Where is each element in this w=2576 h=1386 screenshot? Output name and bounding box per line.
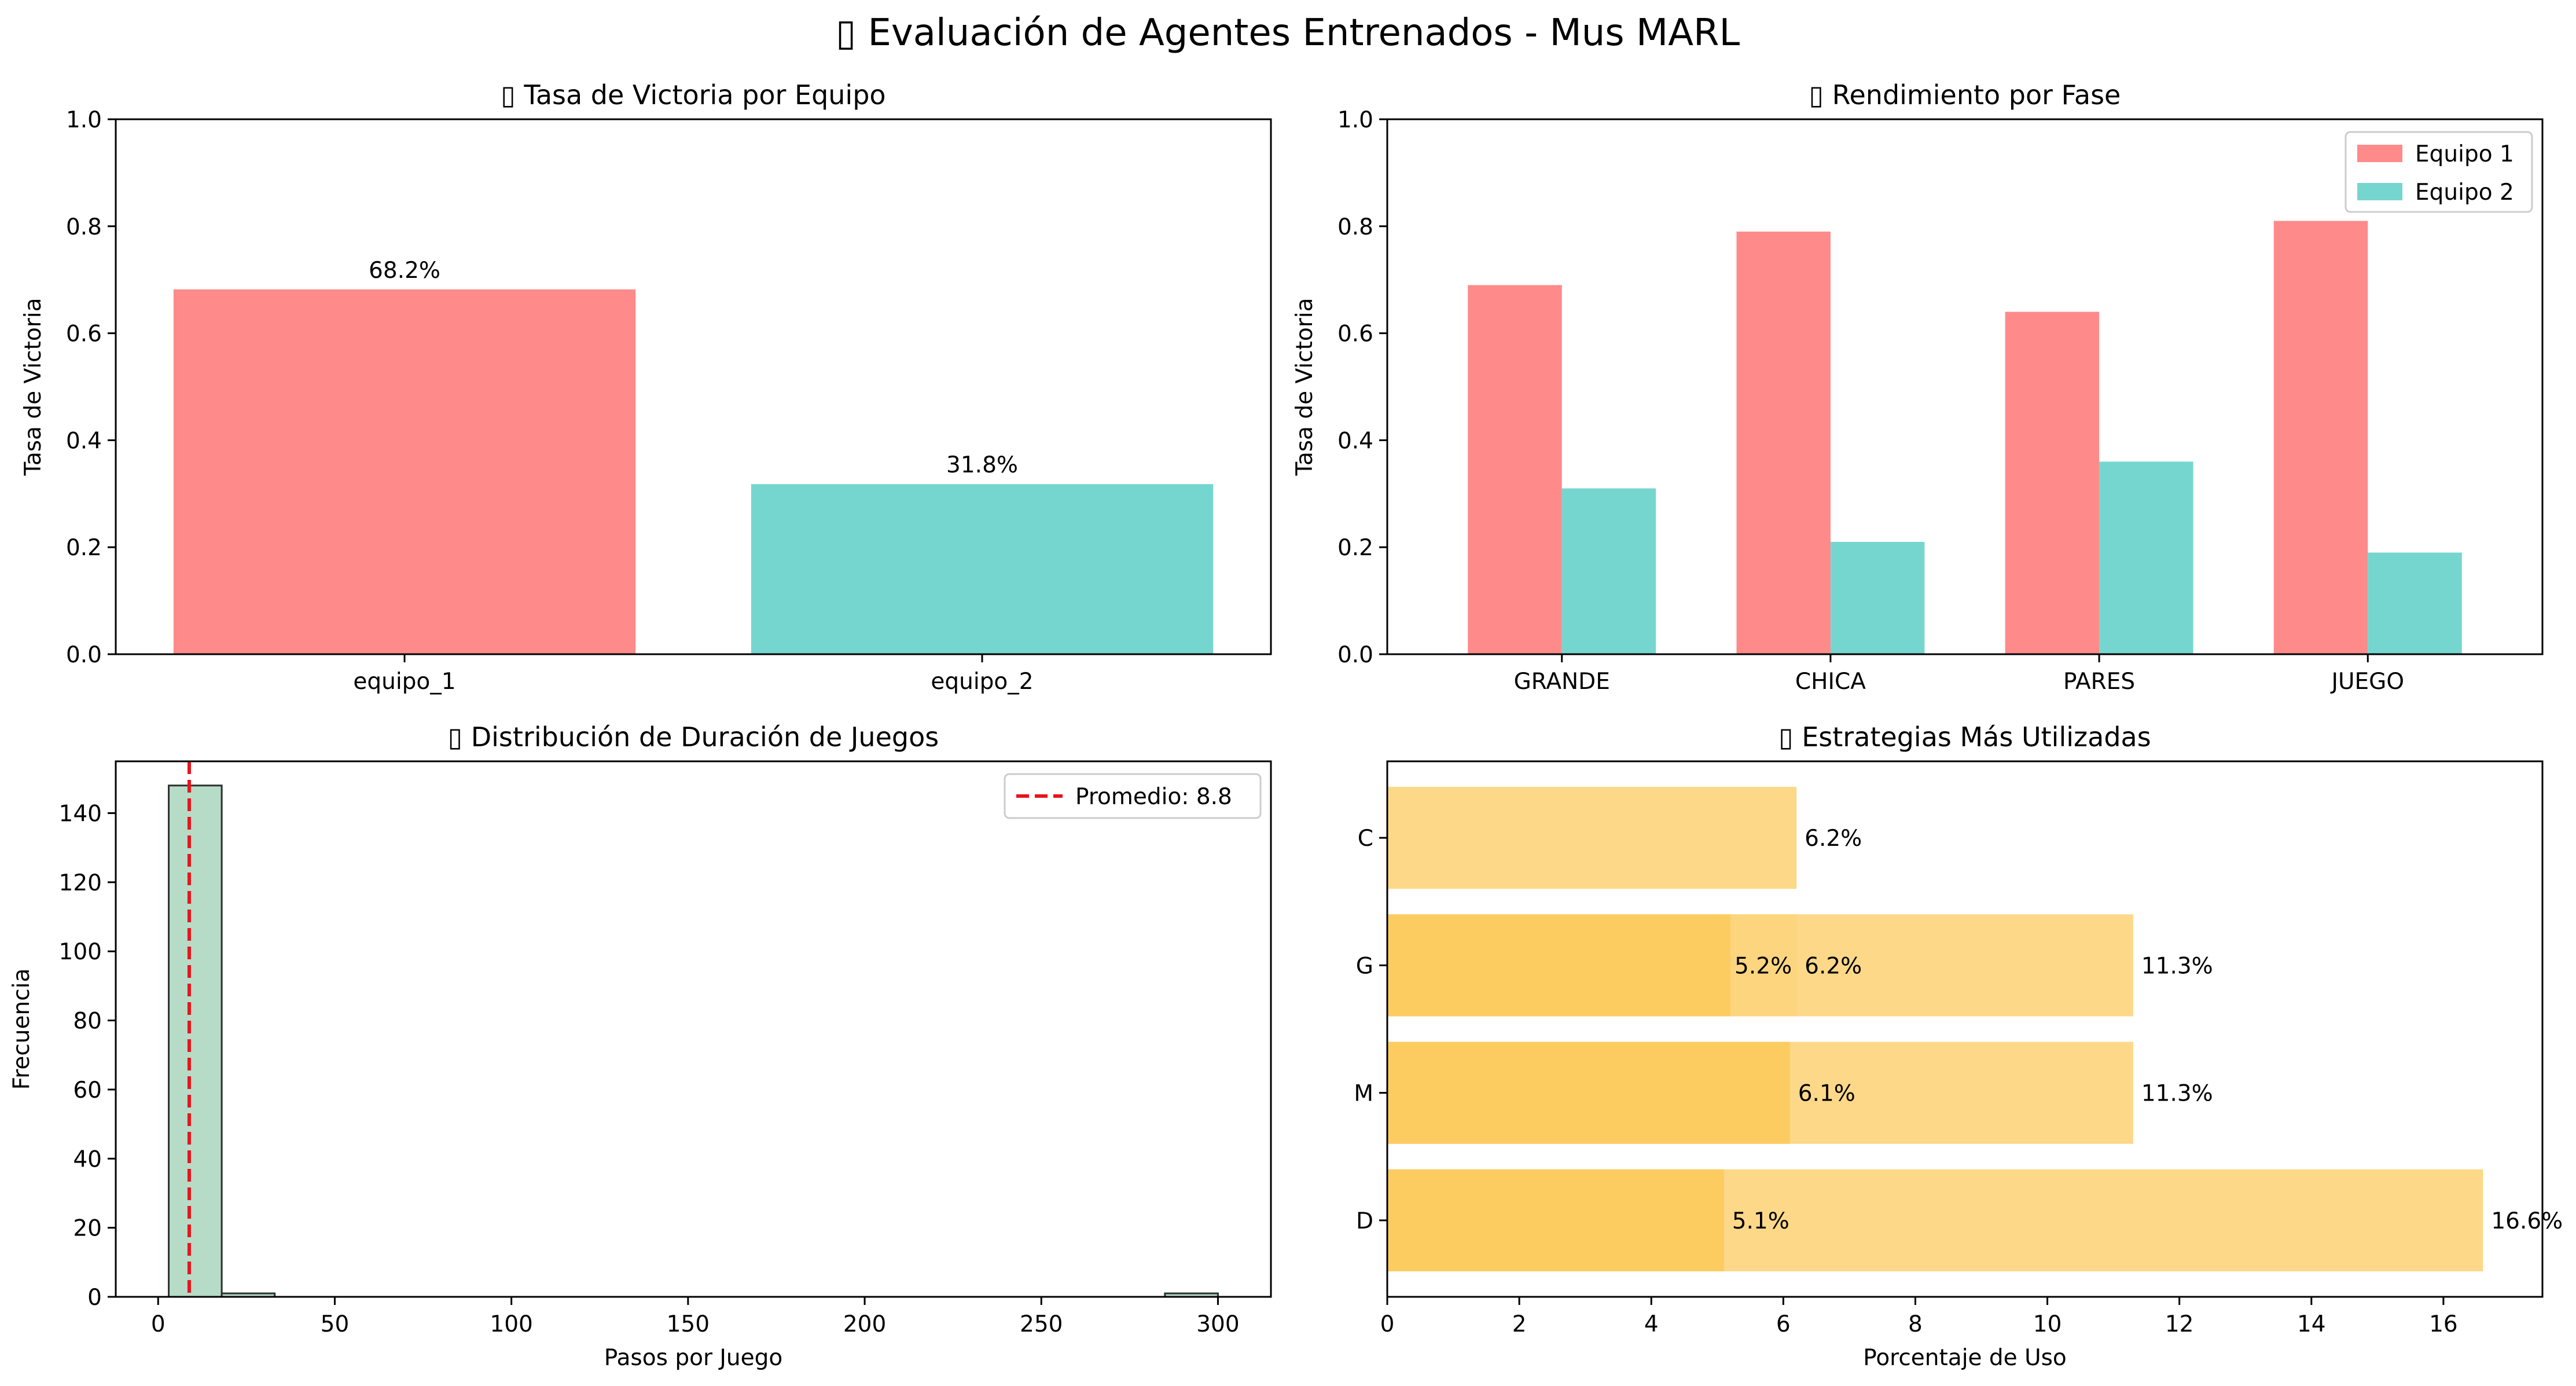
x-tick-label: 14: [2297, 1311, 2326, 1337]
strategy-value-label: 6.2%: [1805, 953, 1862, 979]
legend-swatch: [2357, 183, 2402, 200]
bar-equipo-2-chica: [1830, 541, 1925, 654]
strategy-bar-c: [1387, 787, 1797, 889]
x-tick-label: 250: [1020, 1311, 1063, 1337]
x-tick-label: 6: [1776, 1311, 1791, 1337]
strategy-bar-m: [1387, 1042, 1790, 1144]
x-tick-label: equipo_2: [931, 669, 1033, 695]
x-tick-label: 10: [2033, 1311, 2062, 1337]
y-tick-label: C: [1358, 826, 1373, 852]
y-tick-label: M: [1354, 1081, 1373, 1107]
y-tick-label: 0.4: [66, 428, 102, 454]
legend: Equipo 1 Equipo 2: [2345, 131, 2533, 213]
strategy-value-label: 16.6%: [2491, 1208, 2563, 1234]
y-tick-label: 0.4: [1337, 428, 1373, 454]
x-tick-label: 0: [151, 1311, 166, 1337]
bar-equipo-1-pares: [2005, 311, 2100, 654]
plot-frame: [1386, 118, 2544, 655]
figure-suptitle: ▯ Evaluación de Agentes Entrenados - Mus…: [836, 12, 1740, 54]
x-tick-label: GRANDE: [1514, 669, 1610, 695]
legend: Promedio: 8.8: [1004, 773, 1262, 819]
y-axis-label: Frecuencia: [9, 969, 35, 1090]
bar-value-label: 68.2%: [369, 258, 440, 284]
x-tick-label: JUEGO: [2329, 669, 2404, 695]
y-tick-label: 0.0: [66, 642, 102, 668]
y-tick-label: 0: [87, 1285, 102, 1311]
y-tick-label: 100: [59, 939, 102, 965]
strategy-bar-g: [1387, 914, 1731, 1017]
x-axis-label: Pasos por Juego: [604, 1345, 782, 1371]
y-tick-label: 0.2: [66, 535, 102, 561]
x-tick-label: 150: [667, 1311, 710, 1337]
legend-label: Equipo 2: [2415, 179, 2514, 206]
strategy-value-label: 11.3%: [2141, 953, 2213, 979]
strategy-value-label: 5.1%: [1732, 1208, 1789, 1234]
y-tick-label: 0.8: [1337, 214, 1373, 240]
bar-equipo-1-chica: [1736, 232, 1831, 654]
x-tick-label: PARES: [2063, 669, 2135, 695]
strategy-value-label: 6.1%: [1798, 1081, 1855, 1107]
y-tick-label: 80: [73, 1009, 102, 1035]
y-tick-label: 40: [73, 1146, 102, 1172]
x-tick-label: 4: [1644, 1311, 1659, 1337]
chart-title: ▯ Tasa de Victoria por Equipo: [501, 79, 885, 111]
x-tick-label: 2: [1512, 1311, 1527, 1337]
y-tick-label: 140: [59, 801, 102, 827]
y-tick-label: 1.0: [1337, 107, 1373, 133]
x-tick-label: CHICA: [1795, 669, 1866, 695]
y-tick-label: 0.8: [66, 214, 102, 240]
bar-equipo-2-pares: [2099, 461, 2193, 654]
legend-swatch: [2357, 145, 2402, 162]
chart-title: ▯ Distribución de Duración de Juegos: [448, 721, 939, 753]
win-rate-by-team-chart: 68.2% equipo_1 31.8% equipo_2 0.0 0.2 0.4 0.6 0.…: [20, 79, 1272, 695]
y-tick-label: 20: [73, 1216, 102, 1242]
x-tick-label: equipo_1: [353, 669, 455, 695]
y-tick-label: 0.0: [1337, 642, 1373, 668]
bar-equipo-1-grande: [1468, 285, 1562, 654]
y-tick-label: D: [1356, 1208, 1373, 1234]
legend-label: Equipo 1: [2415, 141, 2514, 167]
x-tick-label: 200: [843, 1311, 886, 1337]
y-tick-label: 1.0: [66, 107, 102, 133]
chart-title: ▯ Estrategias Más Utilizadas: [1778, 721, 2151, 753]
y-axis-label: Tasa de Victoria: [1292, 298, 1318, 476]
plot-frame: [1386, 760, 2544, 1298]
bar-equipo-2-juego: [2368, 552, 2462, 654]
y-tick-label: 0.6: [1337, 321, 1373, 347]
x-tick-label: 300: [1196, 1311, 1239, 1337]
x-tick-label: 50: [321, 1311, 350, 1337]
legend-box: [1004, 773, 1262, 819]
y-tick-label: 60: [73, 1077, 102, 1103]
x-tick-label: 0: [1380, 1311, 1395, 1337]
strategy-bar-d: [1387, 1169, 1724, 1271]
y-tick-label: 120: [59, 870, 102, 896]
bar-equipo-1-juego: [2273, 221, 2368, 654]
plot-frame: [115, 760, 1272, 1298]
x-tick-label: 100: [490, 1311, 532, 1337]
histogram-bin: [168, 784, 223, 1298]
bar-equipo_2: [751, 484, 1214, 654]
y-axis-label: Tasa de Victoria: [20, 298, 46, 476]
y-tick-label: 0.6: [66, 321, 102, 347]
bar-value-label: 31.8%: [946, 452, 1018, 478]
x-axis-label: Porcentaje de Uso: [1863, 1345, 2067, 1371]
y-tick-label: 0.2: [1337, 535, 1373, 561]
strategy-value-label: 5.2%: [1735, 953, 1792, 979]
performance-by-phase-chart: GRANDE CHICA PARES JUEGO 0.0 0.2 0.4 0.6 0.8 1.0 ▯…: [1292, 79, 2544, 695]
chart-title: ▯ Rendimiento por Fase: [1809, 79, 2121, 111]
bar-equipo-2-grande: [1561, 488, 1656, 654]
x-tick-label: 12: [2165, 1311, 2194, 1337]
legend-label: Promedio: 8.8: [1075, 784, 1232, 810]
x-tick-label: 16: [2429, 1311, 2458, 1337]
strategy-value-label: 6.2%: [1805, 826, 1862, 852]
strategy-value-label: 11.3%: [2141, 1081, 2213, 1107]
x-tick-label: 8: [1908, 1311, 1923, 1337]
plot-frame: [115, 118, 1272, 655]
most-used-strategies-chart: 16.6% 5.1% 11.3% 6.1% 11.3% 6.2% 5.2% 6.2% D M G C 0…: [1354, 721, 2563, 1371]
y-tick-label: G: [1356, 953, 1373, 979]
game-duration-histogram: 0 50 100 150 200 250 300 0 20 40 60 80 100 120 140 ▯ Di…: [9, 721, 1272, 1371]
bar-equipo_1: [173, 289, 636, 654]
